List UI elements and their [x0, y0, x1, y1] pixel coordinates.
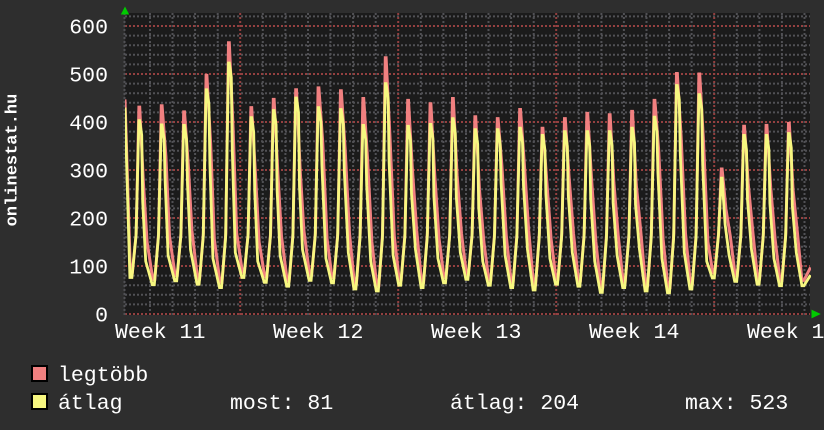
svg-text:Week 13: Week 13	[431, 321, 521, 345]
svg-text:Week 14: Week 14	[589, 321, 679, 345]
svg-text:Week 15: Week 15	[747, 321, 824, 345]
svg-text:legtöbb: legtöbb	[58, 364, 148, 388]
svg-text:onlinestat.hu: onlinestat.hu	[4, 94, 23, 227]
svg-text:max: 523: max: 523	[685, 392, 788, 416]
svg-text:0100200300400500600: 0100200300400500600	[69, 17, 108, 329]
svg-text:átlag: 204: átlag: 204	[450, 392, 579, 416]
svg-text:átlag: átlag	[58, 392, 123, 416]
svg-text:most: 81: most: 81	[230, 392, 333, 416]
svg-text:Week 12: Week 12	[273, 321, 363, 345]
svg-text:Week 11: Week 11	[115, 321, 205, 345]
